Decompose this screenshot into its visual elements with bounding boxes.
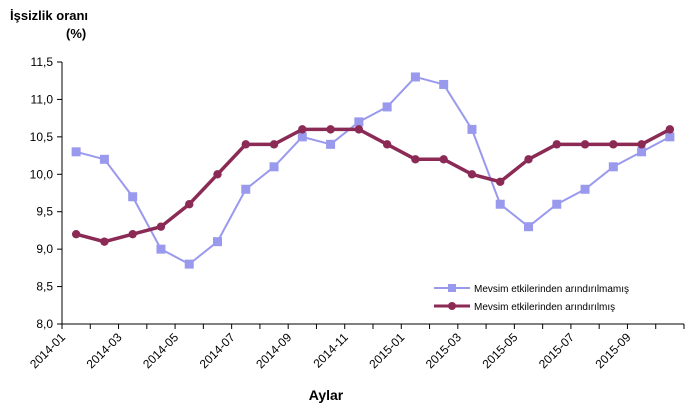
data-point xyxy=(382,102,392,112)
data-point xyxy=(580,184,590,194)
legend-marker-raw xyxy=(448,284,456,292)
y-tick-label: 11,5 xyxy=(31,55,54,69)
data-point xyxy=(467,124,477,134)
data-point xyxy=(609,140,618,149)
data-point xyxy=(71,229,81,239)
data-point xyxy=(354,117,364,127)
data-point xyxy=(354,125,364,134)
data-point xyxy=(552,199,562,209)
data-point xyxy=(269,162,279,172)
y-tick-label: 10,5 xyxy=(30,130,54,144)
data-point xyxy=(297,132,307,142)
x-axis-label: Aylar xyxy=(309,387,344,403)
data-point xyxy=(411,155,420,164)
legend-item-raw: Mevsim etkilerinden arındırılmamış xyxy=(434,284,629,295)
y-tick-label: 11,0 xyxy=(31,92,54,106)
data-point xyxy=(524,155,533,164)
x-tick-label: 2015-01 xyxy=(366,330,407,371)
data-point xyxy=(241,140,250,149)
data-point xyxy=(580,140,590,149)
data-point xyxy=(185,200,194,209)
data-point xyxy=(298,125,307,134)
legend: Mevsim etkilerinden arındırılmamış Mevsi… xyxy=(434,284,629,313)
y-tick-label: 8,5 xyxy=(36,280,53,294)
data-point xyxy=(524,222,533,232)
legend-marker-adjusted xyxy=(448,302,456,310)
data-point xyxy=(665,125,675,134)
y-tick-label: 9,0 xyxy=(36,242,53,256)
data-point xyxy=(637,147,647,157)
x-tick-label: 2014-05 xyxy=(140,330,181,371)
data-point xyxy=(637,140,646,149)
data-point xyxy=(467,170,477,179)
data-point xyxy=(495,199,505,209)
x-axis: 2014-01 2014-03 2014-05 2014-07 2014-09 2014-… xyxy=(27,323,685,371)
series-0 xyxy=(71,72,675,269)
y-tick-label: 10,0 xyxy=(30,167,54,181)
chart-subtitle: (%) xyxy=(66,26,86,41)
y-axis: 8,0 8,5 9,0 9,5 10,0 10,5 11,0 11,5 xyxy=(30,55,63,331)
data-point xyxy=(608,162,618,172)
data-point xyxy=(71,147,81,157)
series-1 xyxy=(71,125,675,246)
series-layer xyxy=(71,72,675,269)
x-tick-label: 2014-01 xyxy=(27,330,68,371)
x-tick-label: 2015-05 xyxy=(479,330,520,371)
data-point xyxy=(439,155,448,164)
x-tick-label: 2014-03 xyxy=(84,330,125,371)
data-point xyxy=(665,132,675,142)
data-point xyxy=(552,140,561,149)
data-point xyxy=(241,184,251,194)
x-tick-label: 2014-07 xyxy=(197,330,238,371)
data-point xyxy=(100,237,109,246)
legend-label-adjusted: Mevsim etkilerinden arındırılmış xyxy=(474,302,615,313)
x-tick-label: 2014-09 xyxy=(253,330,294,371)
x-tick-label: 2015-03 xyxy=(423,330,464,371)
x-tick-label: 2015-07 xyxy=(536,330,577,371)
y-tick-label: 9,5 xyxy=(36,205,53,219)
data-point xyxy=(269,140,279,149)
data-point xyxy=(156,244,166,254)
data-point xyxy=(99,154,109,164)
x-tick-label: 2014-11 xyxy=(310,330,351,371)
chart-title: İşsizlik oranı xyxy=(10,8,88,23)
legend-label-raw: Mevsim etkilerinden arındırılmamış xyxy=(474,284,629,295)
data-point xyxy=(128,229,137,239)
data-point xyxy=(439,79,449,89)
data-point xyxy=(410,72,420,82)
x-tick-label: 2015-09 xyxy=(593,330,634,371)
series-line xyxy=(75,127,671,244)
data-point xyxy=(382,140,392,149)
series-line xyxy=(75,75,671,266)
data-point xyxy=(496,177,505,186)
legend-item-adjusted: Mevsim etkilerinden arındırılmış xyxy=(434,302,615,313)
data-point xyxy=(128,192,138,202)
data-point xyxy=(326,125,335,134)
data-point xyxy=(184,259,194,269)
y-tick-label: 8,0 xyxy=(36,317,53,331)
data-point xyxy=(213,170,222,179)
data-point xyxy=(156,222,166,231)
data-point xyxy=(213,237,222,247)
data-point xyxy=(326,139,336,149)
